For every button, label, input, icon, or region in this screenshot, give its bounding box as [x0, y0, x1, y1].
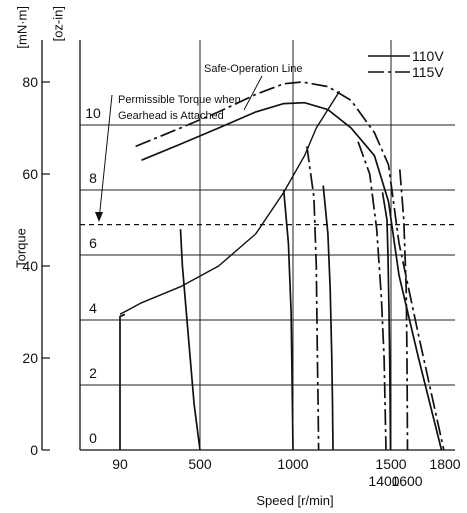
- permissible-torque-label-line2: Gearhead is Attached: [118, 110, 224, 122]
- curve-115v: [357, 141, 387, 451]
- permissible-arrowhead: [95, 212, 103, 222]
- left-unit-label: [mN·m]: [14, 6, 29, 49]
- x-tick-label: 1800: [429, 456, 460, 472]
- curve-115v: [135, 81, 445, 451]
- x-tick-label: 1600: [391, 473, 422, 489]
- curve-110v: [381, 192, 392, 451]
- x-tick-label: 1500: [375, 456, 406, 472]
- curve-115v: [306, 146, 320, 451]
- left-tick-label: 60: [22, 166, 38, 182]
- curves: [80, 81, 455, 451]
- right-unit-label: [oz-in]: [50, 6, 65, 41]
- x-tick-label: 500: [188, 456, 212, 472]
- right-tick-label: 8: [89, 170, 97, 186]
- left-tick-label: 20: [22, 350, 38, 366]
- x-axis-label: Speed [r/min]: [256, 493, 333, 508]
- annotations: Safe-Operation Line Permissible Torque w…: [95, 63, 302, 222]
- y-axis-label: Torque: [13, 228, 28, 268]
- left-tick-label: 80: [22, 74, 38, 90]
- safe-line-leader: [243, 75, 263, 111]
- right-tick-label: 6: [89, 235, 97, 251]
- right-tick-label: 2: [89, 365, 97, 381]
- curve-110v: [282, 190, 294, 451]
- x-tick-label: 1000: [277, 456, 308, 472]
- safe-operation-line: [119, 90, 341, 315]
- permissible-leader: [98, 94, 113, 221]
- right-tick-label: 10: [85, 105, 101, 121]
- grid: [80, 40, 455, 450]
- safe-operation-line-label: Safe-Operation Line: [204, 63, 302, 75]
- legend-label: 115V: [412, 64, 444, 80]
- curve-115v: [398, 169, 409, 451]
- x-tick-label: 1400: [368, 473, 399, 489]
- left-tick-label: 40: [22, 258, 38, 274]
- curve-110v: [119, 313, 126, 450]
- curve-110v: [179, 229, 201, 451]
- axes: [41, 40, 455, 451]
- left-tick-label: 0: [30, 442, 38, 458]
- x-tick-label: 90: [112, 456, 128, 472]
- right-tick-label: 0: [89, 430, 97, 446]
- legend-label: 110V: [412, 48, 444, 64]
- permissible-torque-label-line1: Permissible Torque when: [118, 94, 241, 106]
- curve-110v: [322, 185, 334, 451]
- right-tick-label: 4: [89, 300, 97, 316]
